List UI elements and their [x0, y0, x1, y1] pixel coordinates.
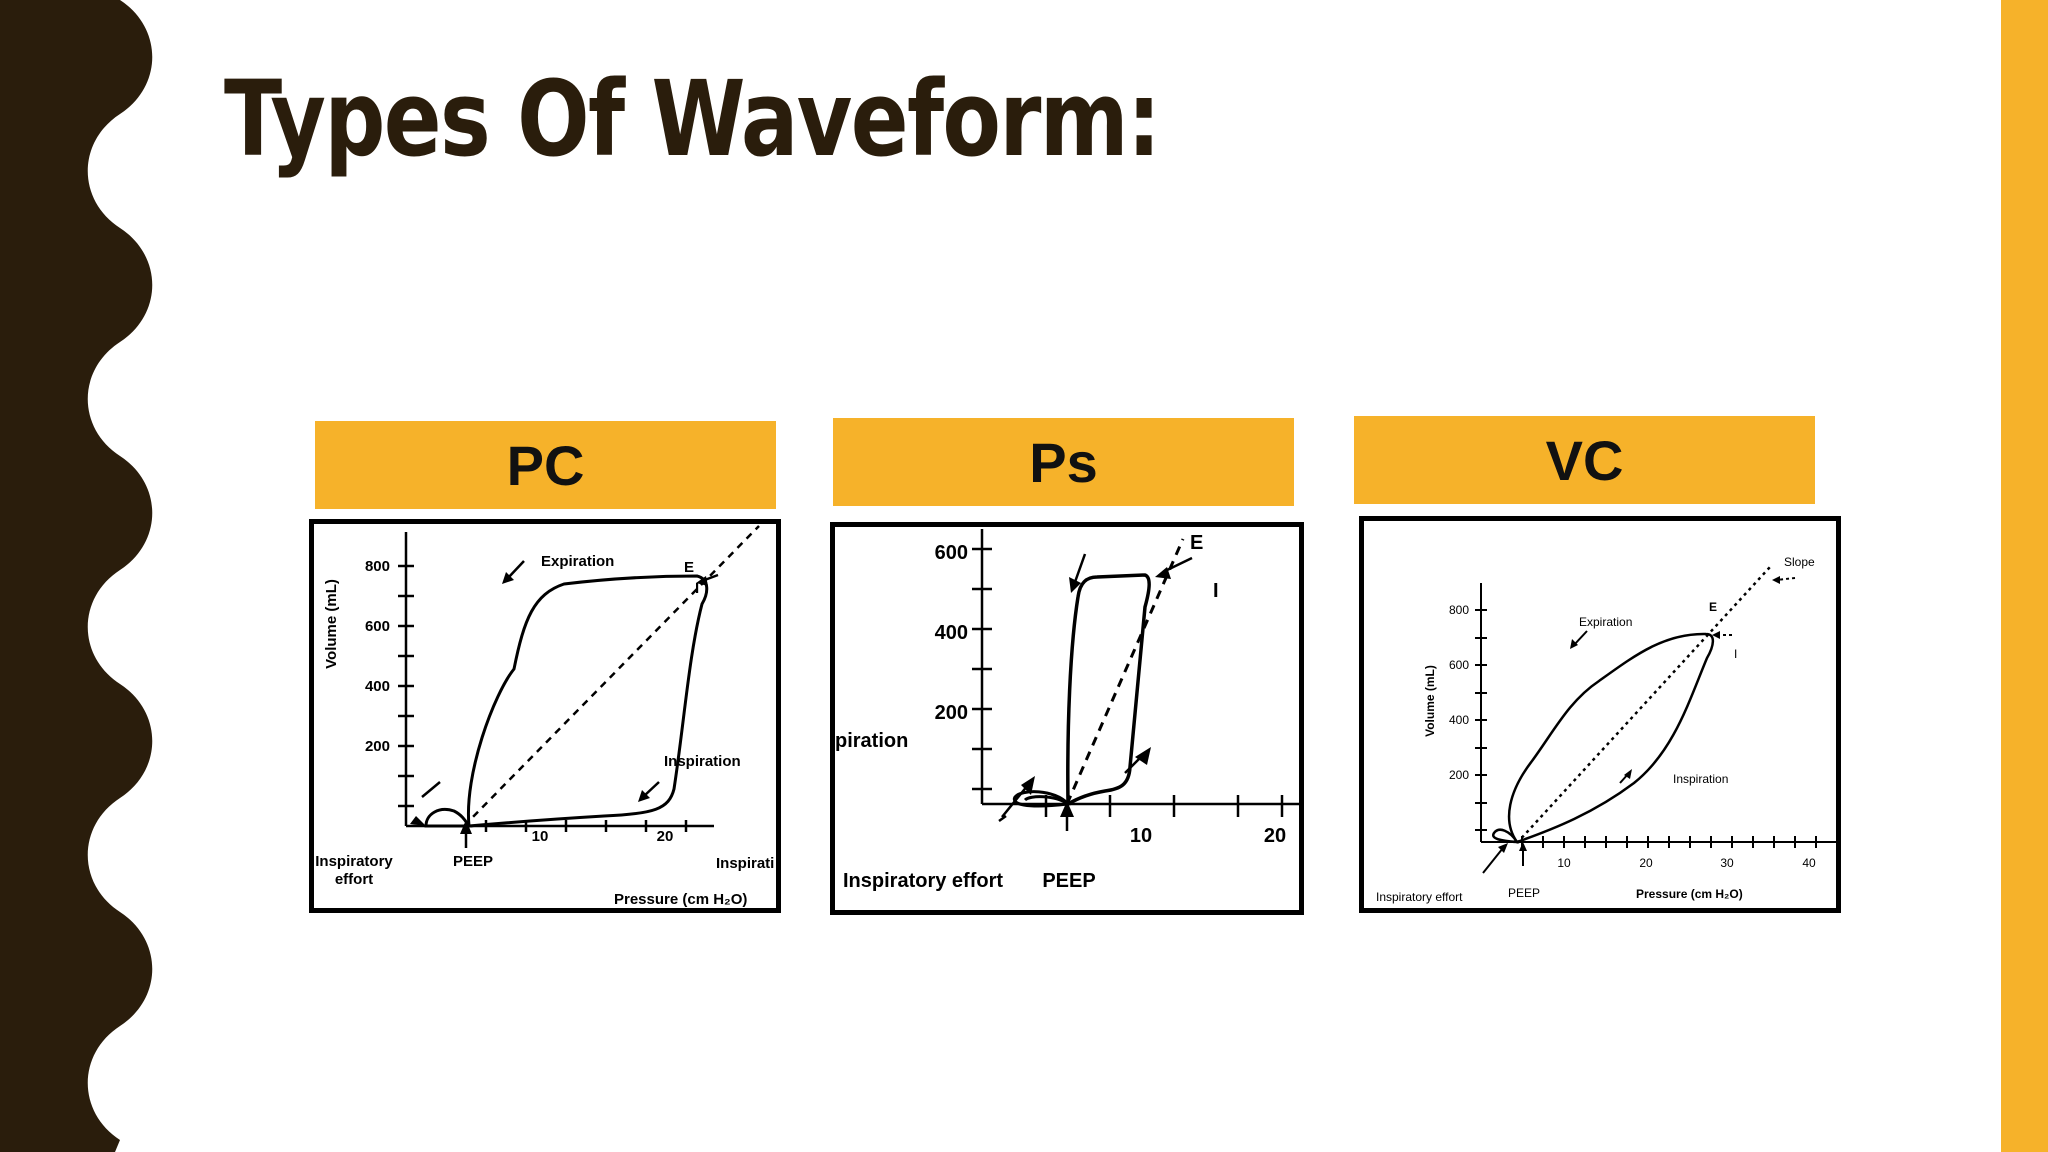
tick-x-10: 10 [1130, 825, 1152, 847]
pv-loop-curve [1066, 573, 1151, 808]
label-pc-text: PC [506, 433, 585, 497]
diagram-pc: 800 600 400 200 10 20 Volume (mL) Pressu… [309, 519, 781, 913]
inspiratory-effort-loop [424, 808, 473, 828]
tick-y-400: 400 [935, 622, 968, 644]
pv-loop-curve [1507, 632, 1715, 844]
annotation-peep: PEEP [1508, 886, 1540, 900]
annotation-e: E [1190, 532, 1203, 554]
annotation-inspiration-cut: Inspirati [716, 855, 774, 872]
y-axis-label: Volume (mL) [323, 579, 340, 669]
inspiratory-effort-loop [1491, 828, 1520, 844]
tick-y-800: 800 [365, 558, 390, 575]
compliance-line [1065, 538, 1185, 805]
compliance-line [463, 525, 760, 827]
tick-x-30: 30 [1720, 856, 1734, 870]
y-axis-label: Volume (mL) [1423, 665, 1437, 737]
annotation-inspiration: Inspiration [664, 753, 741, 770]
tick-x-20: 20 [1264, 825, 1286, 847]
tick-y-400: 400 [1449, 713, 1469, 727]
annotation-expiration: Expiration [541, 553, 614, 570]
tick-y-400: 400 [365, 678, 390, 695]
tick-x-20: 20 [1639, 856, 1653, 870]
tick-x-20: 20 [657, 828, 674, 845]
inspiratory-effort-loop [1012, 790, 1071, 808]
label-pc: PC [315, 421, 776, 509]
tick-y-200: 200 [1449, 768, 1469, 782]
tick-y-600: 600 [1449, 658, 1469, 672]
annotation-slope: Slope [1784, 555, 1815, 569]
tick-y-200: 200 [935, 702, 968, 724]
tick-y-800: 800 [1449, 603, 1469, 617]
label-ps-text: Ps [1029, 430, 1098, 494]
annotation-e: E [1709, 600, 1717, 614]
annotation-effort: Inspiratory effort [843, 870, 1003, 892]
tick-y-200: 200 [365, 738, 390, 755]
annotation-i: I [695, 580, 699, 597]
label-vc-text: VC [1545, 428, 1624, 492]
annotation-effort-1: Inspiratory [315, 853, 393, 870]
tick-x-40: 40 [1802, 856, 1816, 870]
pv-loop-ps: 600 400 200 10 20 piration E I Inspirato… [835, 529, 1299, 892]
annotation-e: E [684, 559, 694, 576]
tick-x-10: 10 [532, 828, 549, 845]
annotation-i: I [1734, 647, 1737, 661]
x-axis-label: Pressure (cm H₂O) [1636, 887, 1743, 901]
pv-loop-vc: 800 600 400 200 10 20 30 40 Volume (mL) … [1376, 555, 1836, 904]
tick-y-600: 600 [935, 542, 968, 564]
compliance-line [1516, 566, 1771, 844]
slide-title: Types Of Waveform: [224, 58, 1161, 180]
tick-x-10: 10 [1557, 856, 1571, 870]
accent-right-strip [2001, 0, 2048, 1152]
label-ps: Ps [833, 418, 1294, 506]
diagram-ps: 600 400 200 10 20 piration E I Inspirato… [830, 522, 1304, 915]
annotation-effort-2: effort [335, 871, 373, 888]
tick-y-600: 600 [365, 618, 390, 635]
annotation-i: I [1213, 580, 1219, 602]
diagram-vc: 800 600 400 200 10 20 30 40 Volume (mL) … [1359, 516, 1841, 913]
wavy-left-band [0, 0, 153, 1152]
annotation-inspiration: Inspiration [1673, 772, 1728, 786]
annotation-peep: PEEP [453, 853, 493, 870]
annotation-expiration: Expiration [1579, 615, 1632, 629]
pv-loop-pc: 800 600 400 200 10 20 Volume (mL) Pressu… [315, 525, 774, 908]
label-vc: VC [1354, 416, 1815, 504]
annotation-effort: Inspiratory effort [1376, 890, 1463, 904]
annotation-peep: PEEP [1042, 870, 1095, 892]
x-axis-label: Pressure (cm H₂O) [614, 891, 747, 908]
annotation-expiration-cut: piration [835, 730, 908, 752]
